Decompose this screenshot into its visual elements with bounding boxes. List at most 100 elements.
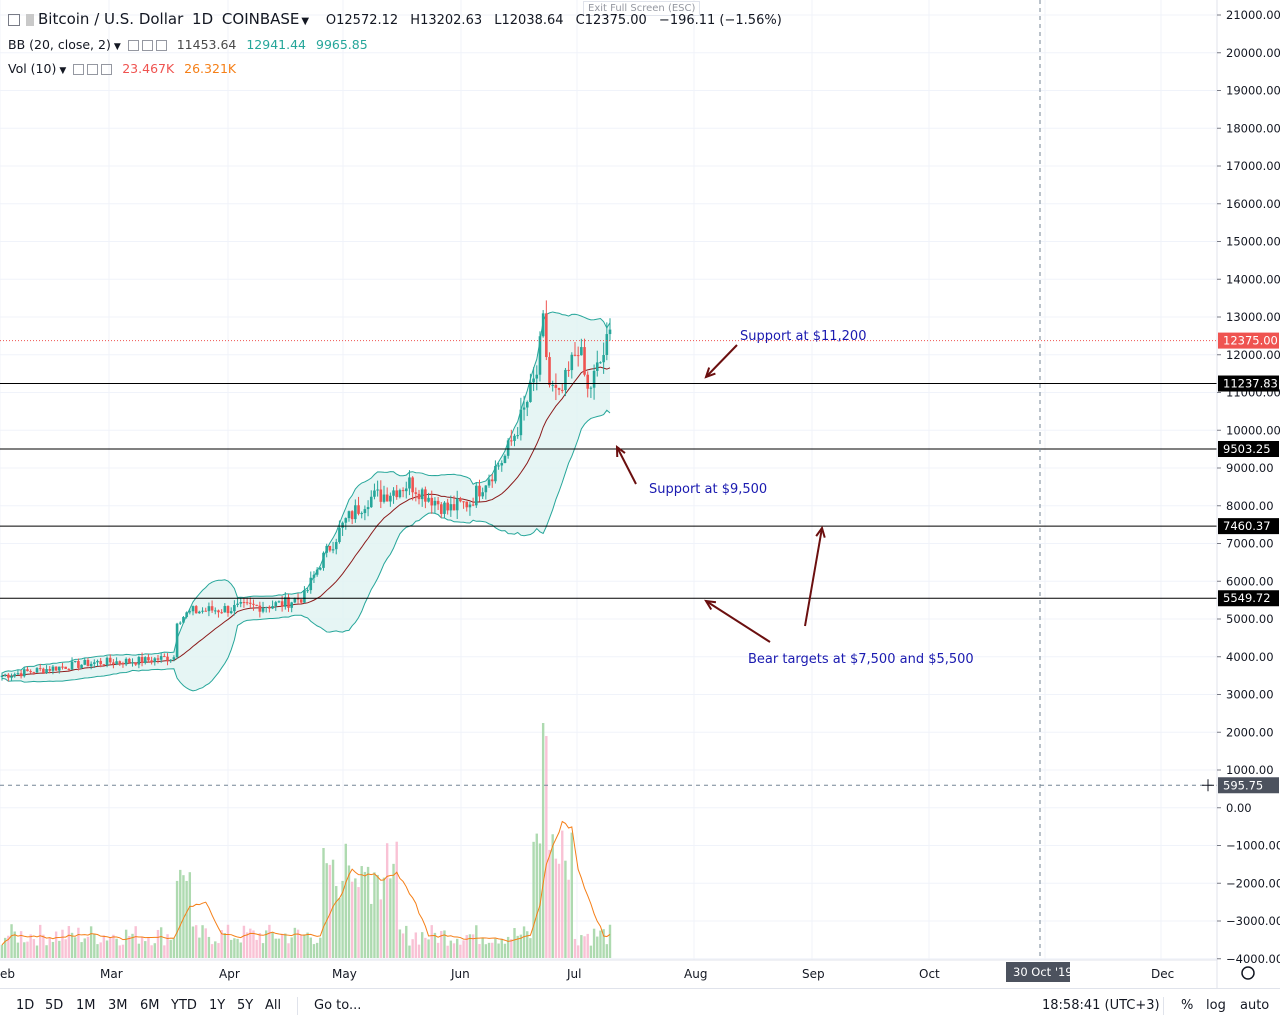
candle-body xyxy=(226,606,230,614)
candle-body xyxy=(494,465,497,482)
symbol-title[interactable]: Bitcoin / U.S. Dollar xyxy=(38,10,184,28)
price-tick-label: −3000.00 xyxy=(1226,914,1280,928)
range-5d-button[interactable]: 5D xyxy=(45,998,64,1013)
price-tick-label: 21000.00 xyxy=(1226,8,1280,22)
range-1d-button[interactable]: 1D xyxy=(16,998,35,1013)
clock-display[interactable]: 18:58:41 (UTC+3) xyxy=(1042,998,1160,1013)
candle-body xyxy=(26,669,29,672)
volume-bar xyxy=(411,939,414,958)
volume-bar xyxy=(35,945,39,958)
candle-body xyxy=(331,549,335,551)
volume-bar xyxy=(32,939,36,958)
range-all-button[interactable]: All xyxy=(265,998,282,1013)
price-chart[interactable]: Support at $11,200 Support at $9,500 Bear … xyxy=(0,0,1280,988)
annotation-text: Support at $11,200 xyxy=(740,329,866,344)
candle-body xyxy=(261,607,265,612)
candle-body xyxy=(554,384,558,388)
candle-body xyxy=(42,668,45,674)
volume-bar xyxy=(261,943,265,958)
chevron-down-icon[interactable]: ▼ xyxy=(113,42,121,52)
candle-body xyxy=(414,492,418,494)
price-tick-label: 20000.00 xyxy=(1226,46,1280,60)
volume-bar xyxy=(529,938,532,958)
volume-bar xyxy=(417,944,421,958)
volume-bar xyxy=(271,932,274,958)
log-toggle[interactable]: log xyxy=(1206,998,1226,1013)
volume-bar xyxy=(564,860,567,958)
settings-icon[interactable] xyxy=(141,40,153,51)
range-5y-button[interactable]: 5Y xyxy=(237,998,254,1013)
candle-body xyxy=(522,407,526,410)
price-tick-label: 15000.00 xyxy=(1226,235,1280,249)
candle-body xyxy=(382,494,386,502)
candle-body xyxy=(166,656,169,661)
volume-bar xyxy=(583,936,586,958)
candle-body xyxy=(357,505,360,514)
volume-bar xyxy=(363,871,367,958)
chevron-down-icon[interactable]: ▼ xyxy=(59,66,67,76)
candle-body xyxy=(605,334,609,356)
volume-bar xyxy=(420,932,424,958)
volume-bar xyxy=(513,928,516,958)
price-tick-label: 8000.00 xyxy=(1226,499,1274,513)
volume-bar xyxy=(172,938,176,958)
candle-body xyxy=(217,610,220,613)
range-3m-button[interactable]: 3M xyxy=(108,998,128,1013)
exit-fullscreen-button[interactable]: Exit Full Screen (ESC) xyxy=(583,1,701,16)
close-icon[interactable] xyxy=(101,64,113,75)
volume-bar xyxy=(325,863,328,958)
auto-toggle[interactable]: auto xyxy=(1240,998,1270,1013)
gear-icon[interactable] xyxy=(1241,966,1255,980)
ohlc-open-label: O xyxy=(325,13,337,28)
range-6m-button[interactable]: 6M xyxy=(140,998,160,1013)
volume-bar xyxy=(102,935,106,958)
bb-label[interactable]: BB (20, close, 2) xyxy=(8,37,111,52)
volume-bar xyxy=(156,929,160,958)
eye-icon[interactable] xyxy=(73,64,85,75)
vol-label[interactable]: Vol (10) xyxy=(8,61,57,76)
chevron-down-icon[interactable]: ▼ xyxy=(301,16,310,27)
volume-bar xyxy=(303,934,306,958)
percent-toggle[interactable]: % xyxy=(1181,998,1194,1013)
volume-bar xyxy=(306,932,309,958)
candle-body xyxy=(10,676,13,678)
settings-icon[interactable] xyxy=(87,64,99,75)
range-1m-button[interactable]: 1M xyxy=(76,998,96,1013)
candle-body xyxy=(284,597,287,607)
candle-body xyxy=(583,347,586,375)
candle-body xyxy=(245,602,249,604)
candle-body xyxy=(223,606,227,613)
candle-body xyxy=(408,477,411,489)
eye-icon[interactable] xyxy=(127,40,139,51)
candle-body xyxy=(13,674,17,677)
price-tick-label: 6000.00 xyxy=(1226,574,1274,588)
price-axis[interactable] xyxy=(1217,0,1280,988)
candle-body xyxy=(128,658,131,663)
volume-bar xyxy=(293,927,297,958)
collapse-icon[interactable] xyxy=(8,13,20,26)
price-tick-label: 16000.00 xyxy=(1226,197,1280,211)
range-ytd-button[interactable]: YTD xyxy=(171,998,197,1013)
volume-bar xyxy=(204,928,207,958)
candle-body xyxy=(258,605,262,612)
interval-label[interactable]: 1D xyxy=(192,10,214,28)
bb-lower-line xyxy=(1,409,611,692)
volume-bar xyxy=(67,926,71,958)
candle-body xyxy=(156,658,160,660)
range-1y-button[interactable]: 1Y xyxy=(209,998,226,1013)
arrow-head xyxy=(704,599,717,611)
close-icon[interactable] xyxy=(155,40,167,51)
price-tick-label: −1000.00 xyxy=(1226,839,1280,853)
candle-body xyxy=(510,440,513,442)
candle-body xyxy=(178,622,182,624)
volume-bar xyxy=(491,942,494,958)
candle-body xyxy=(487,479,491,486)
arrow-head xyxy=(815,525,826,538)
candle-body xyxy=(325,545,328,553)
volume-bar xyxy=(201,925,204,958)
bb-band-fill xyxy=(2,311,610,691)
goto-button[interactable]: Go to... xyxy=(314,998,362,1013)
candle-body xyxy=(143,657,147,663)
volume-bar xyxy=(354,878,357,958)
candle-body xyxy=(32,672,36,674)
